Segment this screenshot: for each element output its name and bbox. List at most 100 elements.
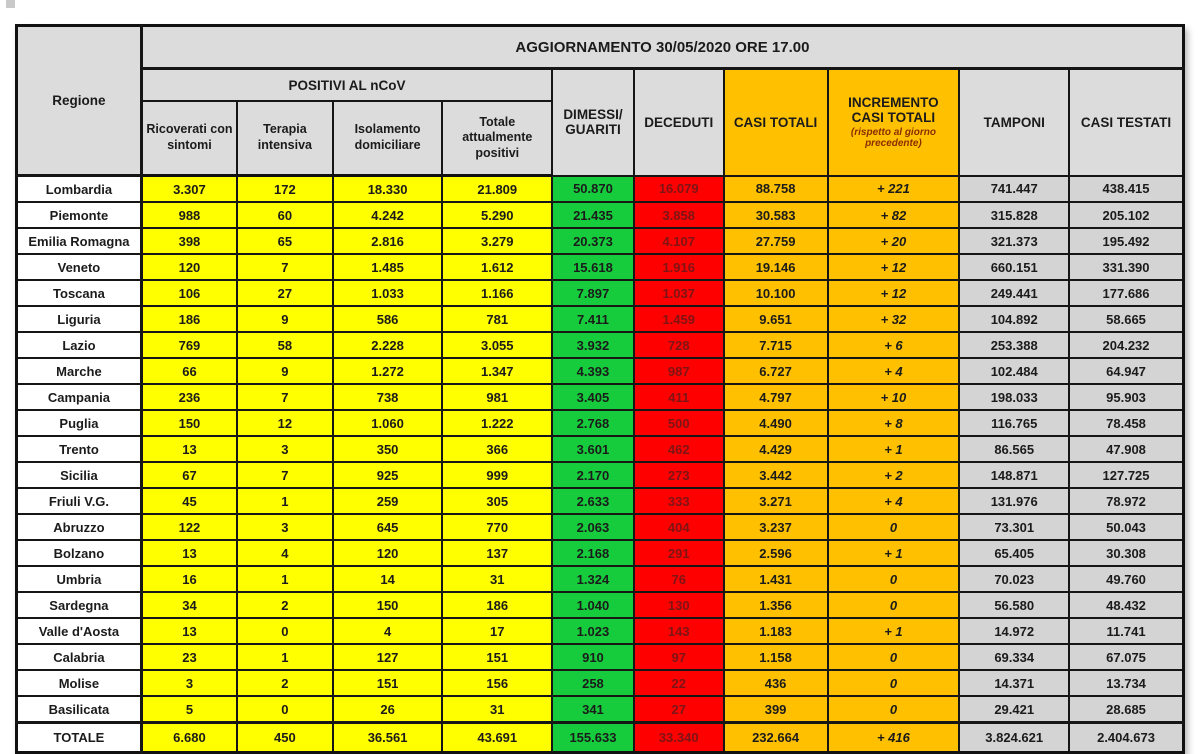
tamponi-cell: 29.421 — [958, 695, 1071, 724]
deceduti-cell: 404 — [632, 513, 725, 541]
isolamento-cell: 18.330 — [331, 174, 444, 203]
terapia-intensiva-cell: 60 — [236, 201, 334, 229]
dimessi-guariti-cell: 341 — [551, 695, 635, 724]
region-label: Emilia Romagna — [15, 227, 143, 255]
casi-totali-cell: 27.759 — [722, 227, 829, 255]
region-label: Lombardia — [15, 174, 143, 203]
ricoverati-cell: 45 — [140, 487, 239, 515]
casi-totali-header: CASI TOTALI — [722, 67, 829, 177]
casi-testati-cell: 78.458 — [1068, 409, 1185, 437]
incremento-cell: + 6 — [826, 331, 961, 359]
ricoverati-cell: 122 — [140, 513, 239, 541]
tamponi-cell: 14.371 — [958, 669, 1071, 697]
isolamento-cell: 4 — [331, 617, 444, 645]
incremento-cell: + 32 — [826, 305, 961, 333]
incremento-cell: + 12 — [826, 253, 961, 281]
totale-positivi-cell: 770 — [441, 513, 554, 541]
casi-testati-cell: 195.492 — [1068, 227, 1185, 255]
casi-testati-cell: 58.665 — [1068, 305, 1185, 333]
dimessi-guariti-cell: 20.373 — [551, 227, 635, 255]
dimessi-guariti-cell: 1.040 — [551, 591, 635, 619]
tamponi-cell: 321.373 — [958, 227, 1071, 255]
region-label: Puglia — [15, 409, 143, 437]
totale-positivi-cell: 31 — [441, 565, 554, 593]
region-label: Campania — [15, 383, 143, 411]
deceduti-cell: 4.107 — [632, 227, 725, 255]
covid-regional-table-sheet: Regione AGGIORNAMENTO 30/05/2020 ORE 17.… — [15, 24, 1185, 754]
terapia-intensiva-cell: 4 — [236, 539, 334, 567]
region-label: Veneto — [15, 253, 143, 281]
terapia-intensiva-cell: 7 — [236, 383, 334, 411]
totale-positivi-cell: 151 — [441, 643, 554, 671]
isolamento-cell: 26 — [331, 695, 444, 724]
terapia-intensiva-cell: 1 — [236, 487, 334, 515]
terapia-intensiva-cell: 12 — [236, 409, 334, 437]
deceduti-cell: 27 — [632, 695, 725, 724]
casi-testati-cell: 331.390 — [1068, 253, 1185, 281]
table-row: Abruzzo 122 3 645 770 2.063 404 3.237 0 73.301 50.… — [15, 513, 1185, 541]
tamponi-cell: 198.033 — [958, 383, 1071, 411]
casi-totali-cell: 7.715 — [722, 331, 829, 359]
table-row: Bolzano 13 4 120 137 2.168 291 2.596 + 1 65.405 30… — [15, 539, 1185, 567]
table-row: Lombardia 3.307 172 18.330 21.809 50.870 16.07… — [15, 174, 1185, 203]
table-row: Puglia 150 12 1.060 1.222 2.768 500 4.490 + 8 116… — [15, 409, 1185, 437]
table-row: Liguria 186 9 586 781 7.411 1.459 9.651 + 32 104.… — [15, 305, 1185, 333]
title-row: Regione AGGIORNAMENTO 30/05/2020 ORE 17.… — [15, 24, 1185, 177]
casi-totali-cell: 399 — [722, 695, 829, 724]
incremento-cell: + 4 — [826, 487, 961, 515]
isolamento-cell: 14 — [331, 565, 444, 593]
incremento-cell: + 82 — [826, 201, 961, 229]
deceduti-cell: 33.340 — [632, 721, 725, 754]
casi-testati-header: CASI TESTATI — [1068, 67, 1185, 177]
ricoverati-cell: 5 — [140, 695, 239, 724]
terapia-intensiva-cell: 7 — [236, 461, 334, 489]
deceduti-cell: 500 — [632, 409, 725, 437]
region-label: Trento — [15, 435, 143, 463]
isolamento-cell: 150 — [331, 591, 444, 619]
ricoverati-cell: 3.307 — [140, 174, 239, 203]
incremento-cell: 0 — [826, 513, 961, 541]
isolamento-cell: 645 — [331, 513, 444, 541]
totale-positivi-cell: 186 — [441, 591, 554, 619]
positivi-group-header: POSITIVI AL nCoV — [140, 67, 554, 102]
ricoverati-cell: 988 — [140, 201, 239, 229]
tamponi-cell: 249.441 — [958, 279, 1071, 307]
isolamento-cell: 120 — [331, 539, 444, 567]
ricoverati-cell: 106 — [140, 279, 239, 307]
deceduti-cell: 333 — [632, 487, 725, 515]
tamponi-header: TAMPONI — [958, 67, 1071, 177]
casi-totali-cell: 30.583 — [722, 201, 829, 229]
dimessi-guariti-cell: 3.601 — [551, 435, 635, 463]
isolamento-cell: 1.272 — [331, 357, 444, 385]
isolamento-cell: 151 — [331, 669, 444, 697]
totale-positivi-cell: 3.279 — [441, 227, 554, 255]
ricoverati-cell: 13 — [140, 539, 239, 567]
tamponi-cell: 131.976 — [958, 487, 1071, 515]
region-label: Friuli V.G. — [15, 487, 143, 515]
isolamento-cell: 925 — [331, 461, 444, 489]
table-row: Sardegna 34 2 150 186 1.040 130 1.356 0 56.580 48.… — [15, 591, 1185, 619]
region-label: Calabria — [15, 643, 143, 671]
tamponi-cell: 73.301 — [958, 513, 1071, 541]
ricoverati-cell: 13 — [140, 435, 239, 463]
tamponi-cell: 56.580 — [958, 591, 1071, 619]
deceduti-cell: 97 — [632, 643, 725, 671]
casi-totali-cell: 88.758 — [722, 174, 829, 203]
incremento-cell: + 8 — [826, 409, 961, 437]
isolamento-cell: 350 — [331, 435, 444, 463]
dimessi-guariti-cell: 15.618 — [551, 253, 635, 281]
casi-testati-cell: 47.908 — [1068, 435, 1185, 463]
totale-positivi-cell: 781 — [441, 305, 554, 333]
incremento-cell: 0 — [826, 591, 961, 619]
ricoverati-cell: 186 — [140, 305, 239, 333]
ricoverati-cell: 16 — [140, 565, 239, 593]
tamponi-cell: 116.765 — [958, 409, 1071, 437]
casi-testati-cell: 95.903 — [1068, 383, 1185, 411]
terapia-intensiva-header: Terapia intensiva — [236, 100, 334, 177]
isolamento-cell: 1.033 — [331, 279, 444, 307]
terapia-intensiva-cell: 0 — [236, 695, 334, 724]
deceduti-cell: 728 — [632, 331, 725, 359]
ricoverati-cell: 34 — [140, 591, 239, 619]
terapia-intensiva-cell: 1 — [236, 643, 334, 671]
terapia-intensiva-cell: 172 — [236, 174, 334, 203]
